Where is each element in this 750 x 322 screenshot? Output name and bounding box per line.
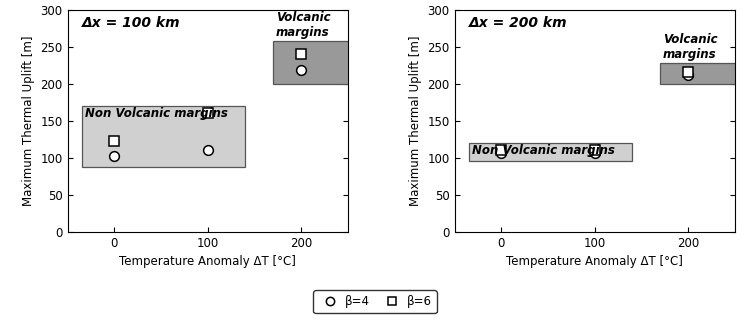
- Bar: [82, 106, 245, 167]
- X-axis label: Temperature Anomaly ΔT [°C]: Temperature Anomaly ΔT [°C]: [506, 255, 683, 268]
- Text: Volcanic
margins: Volcanic margins: [663, 33, 718, 61]
- Text: Non Volcanic margins: Non Volcanic margins: [472, 145, 615, 157]
- Text: Δx = 200 km: Δx = 200 km: [469, 16, 567, 30]
- Text: Δx = 100 km: Δx = 100 km: [82, 16, 180, 30]
- Legend: β=4, β=6: β=4, β=6: [314, 290, 436, 313]
- Text: Volcanic
margins: Volcanic margins: [276, 11, 331, 39]
- Text: Non Volcanic margins: Non Volcanic margins: [86, 108, 228, 120]
- Bar: [660, 63, 744, 84]
- Bar: [273, 41, 357, 84]
- X-axis label: Temperature Anomaly ΔT [°C]: Temperature Anomaly ΔT [°C]: [119, 255, 296, 268]
- Bar: [469, 143, 632, 162]
- Y-axis label: Maximum Thermal Uplift [m]: Maximum Thermal Uplift [m]: [22, 35, 34, 206]
- Y-axis label: Maximum Thermal Uplift [m]: Maximum Thermal Uplift [m]: [409, 35, 422, 206]
